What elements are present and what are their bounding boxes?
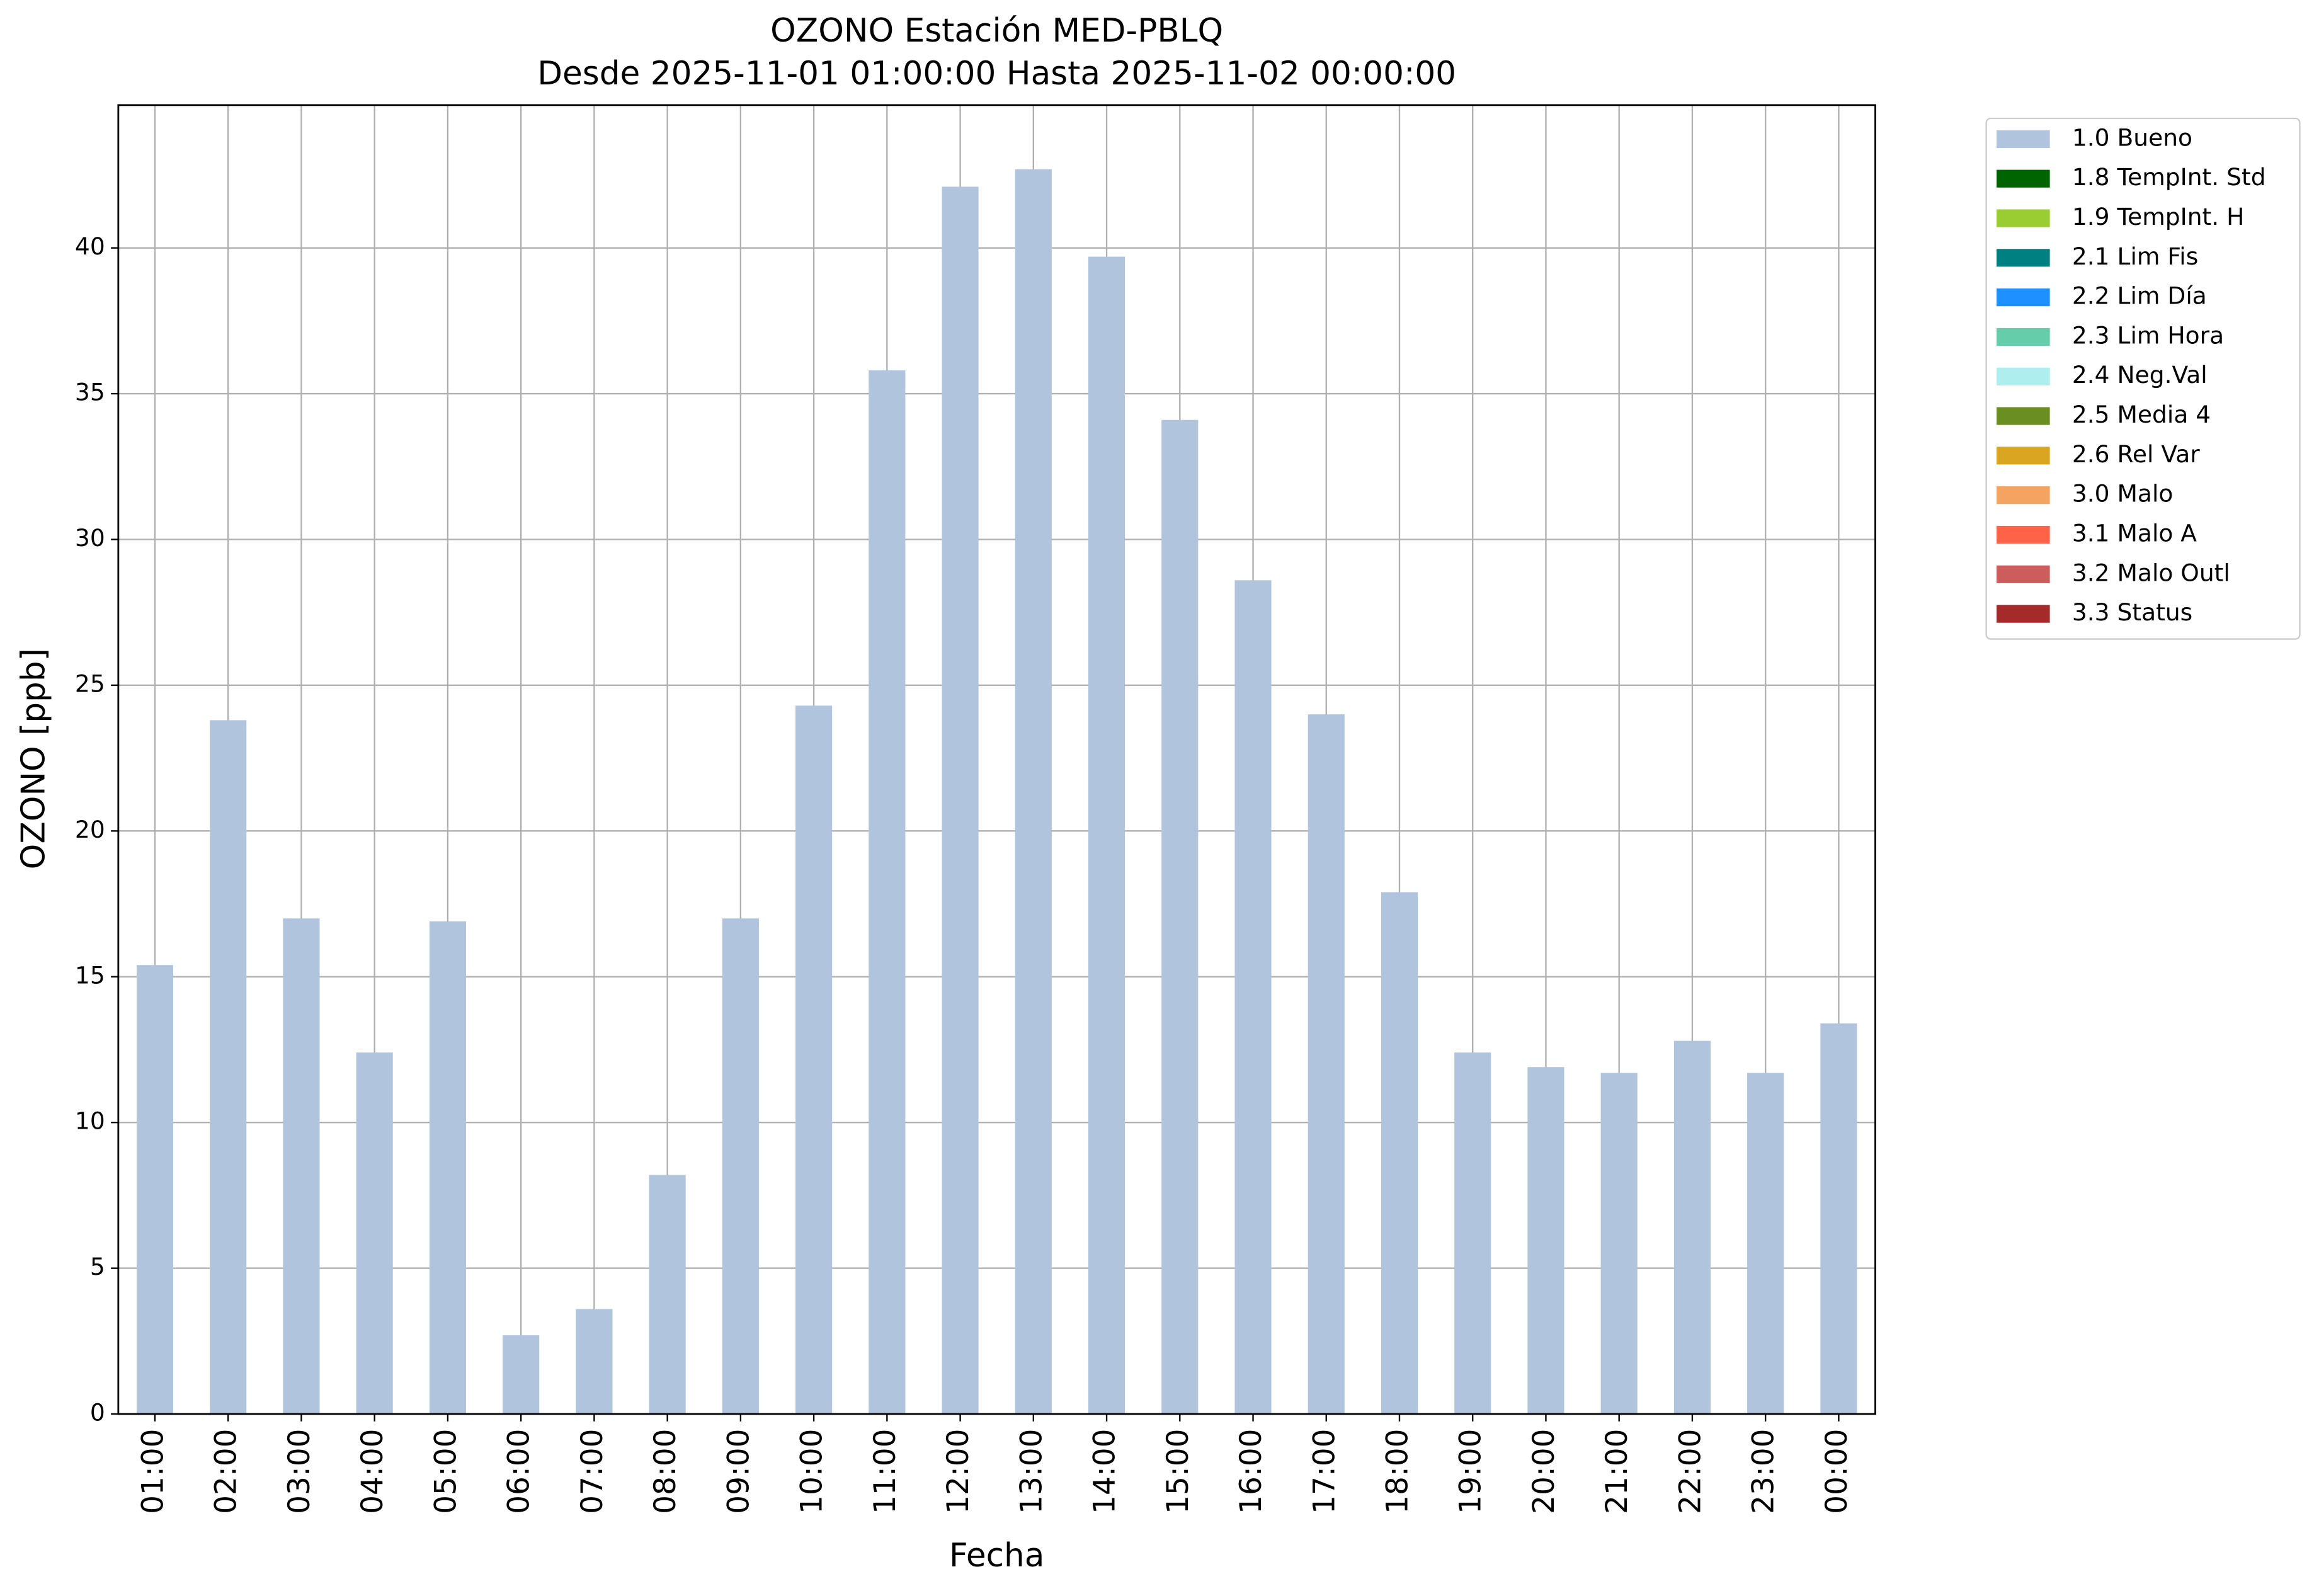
legend-label: 2.3 Lim Hora	[2072, 321, 2224, 349]
bar	[503, 1335, 540, 1415]
legend-swatch	[1997, 328, 2050, 346]
x-tick-label: 22:00	[1673, 1429, 1707, 1514]
legend-label: 1.8 TempInt. Std	[2072, 163, 2266, 191]
x-axis-label: Fecha	[949, 1537, 1044, 1575]
legend-swatch	[1997, 486, 2050, 504]
legend-label: 3.1 Malo A	[2072, 520, 2197, 547]
legend-box	[1985, 117, 2301, 640]
legend-swatch	[1997, 130, 2050, 148]
legend-label: 3.3 Status	[2072, 598, 2192, 626]
x-tick-label: 04:00	[355, 1429, 390, 1514]
bar	[136, 965, 174, 1415]
plot-frame	[117, 104, 1876, 1415]
x-tick-label: 14:00	[1088, 1429, 1122, 1514]
bar	[1747, 1073, 1784, 1415]
bar	[722, 918, 759, 1415]
x-tick-label: 03:00	[282, 1429, 317, 1514]
legend-label: 2.6 Rel Var	[2072, 440, 2200, 468]
x-tick-label: 16:00	[1234, 1429, 1268, 1514]
legend-swatch	[1997, 288, 2050, 307]
bar	[429, 921, 466, 1415]
x-tick-label: 02:00	[209, 1429, 244, 1514]
bar	[1381, 892, 1418, 1415]
legend-swatch	[1997, 605, 2050, 623]
legend-swatch	[1997, 407, 2050, 425]
x-tick-label: 15:00	[1161, 1429, 1195, 1514]
bar	[1454, 1052, 1491, 1415]
x-tick-label: 18:00	[1380, 1429, 1415, 1514]
legend-label: 1.9 TempInt. H	[2072, 203, 2245, 231]
x-tick-label: 13:00	[1014, 1429, 1049, 1514]
bar	[210, 720, 247, 1415]
y-tick-label: 25	[75, 670, 105, 697]
legend-swatch	[1997, 169, 2050, 188]
x-tick-label: 01:00	[135, 1429, 170, 1514]
bar	[1820, 1023, 1857, 1415]
legend-label: 1.0 Bueno	[2072, 123, 2192, 151]
bar	[1015, 169, 1052, 1415]
bar	[1527, 1067, 1564, 1415]
x-tick-label: 07:00	[575, 1429, 610, 1514]
y-axis-label: OZONO [ppb]	[14, 648, 52, 869]
x-tick-label: 19:00	[1454, 1429, 1488, 1514]
y-tick-label: 35	[75, 379, 105, 406]
legend-swatch	[1997, 367, 2050, 385]
x-tick-label: 12:00	[941, 1429, 976, 1514]
bar	[869, 370, 906, 1415]
bar	[1234, 580, 1272, 1415]
x-tick-label: 10:00	[795, 1429, 829, 1514]
bar	[795, 705, 833, 1415]
x-tick-label: 17:00	[1307, 1429, 1342, 1514]
y-tick-label: 30	[75, 524, 105, 552]
legend-swatch	[1997, 525, 2050, 544]
legend-label: 2.5 Media 4	[2072, 401, 2211, 428]
x-tick-label: 06:00	[502, 1429, 537, 1514]
chart-subtitle: Desde 2025-11-01 01:00:00 Hasta 2025-11-…	[537, 55, 1456, 93]
bar	[576, 1309, 613, 1415]
bar	[1600, 1073, 1638, 1415]
bar	[283, 918, 320, 1415]
y-tick-label: 10	[75, 1107, 105, 1135]
y-tick-label: 5	[90, 1253, 105, 1280]
chart-title: OZONO Estación MED-PBLQ	[770, 12, 1223, 50]
legend-swatch	[1997, 565, 2050, 583]
bar	[1088, 256, 1125, 1415]
legend-label: 3.2 Malo Outl	[2072, 559, 2230, 586]
legend-swatch	[1997, 209, 2050, 227]
x-tick-label: 23:00	[1746, 1429, 1781, 1514]
y-tick-label: 15	[75, 961, 105, 989]
y-tick-label: 20	[75, 816, 105, 843]
legend-swatch	[1997, 447, 2050, 465]
bar	[1161, 419, 1199, 1415]
legend-label: 2.1 Lim Fis	[2072, 242, 2198, 270]
legend-label: 3.0 Malo	[2072, 480, 2174, 508]
x-tick-label: 08:00	[648, 1429, 683, 1514]
y-tick-label: 0	[90, 1399, 105, 1427]
x-tick-label: 11:00	[868, 1429, 903, 1514]
x-tick-label: 20:00	[1527, 1429, 1561, 1514]
legend-label: 2.4 Neg.Val	[2072, 361, 2208, 389]
bar	[649, 1175, 686, 1415]
bar	[942, 186, 979, 1415]
legend-swatch	[1997, 249, 2050, 267]
legend-label: 2.2 Lim Día	[2072, 282, 2207, 310]
bar	[1308, 714, 1345, 1415]
bar	[356, 1052, 393, 1415]
bar	[1673, 1040, 1711, 1415]
x-tick-label: 05:00	[428, 1429, 463, 1514]
x-tick-label: 09:00	[721, 1429, 756, 1514]
x-tick-label: 00:00	[1820, 1429, 1854, 1514]
y-tick-label: 40	[75, 232, 105, 260]
x-tick-label: 21:00	[1600, 1429, 1634, 1514]
